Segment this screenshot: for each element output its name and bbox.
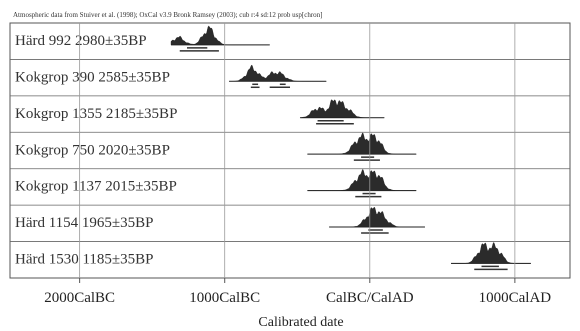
sample-row-5: Härd 1154 1965±35BP [10, 204, 570, 234]
sample-distribution-2 [299, 99, 385, 118]
sample-row-1: Kokgrop 390 2585±35BP [10, 59, 570, 89]
sample-distribution-3 [307, 132, 417, 155]
ticks-group: 2000CalBC 1000CalBC CalBC/CalAD 1000CalAD [44, 23, 551, 306]
chart-caption: Atmospheric data from Stuiver et al. (19… [13, 11, 323, 19]
sample-distribution-6 [451, 242, 531, 264]
x-tick-label-0: 2000CalBC [44, 290, 115, 306]
sample-row-0: Härd 992 2980±35BP [15, 25, 270, 52]
sample-distribution-1 [228, 64, 327, 82]
sample-label-6: Härd 1530 1185±35BP [15, 252, 154, 268]
sample-label-4: Kokgrop 1137 2015±35BP [15, 179, 177, 195]
x-axis-title: Calibrated date [258, 315, 343, 330]
plot-area [9, 22, 571, 279]
sample-distribution-0 [170, 25, 270, 46]
x-tick-label-3: 1000CalAD [479, 290, 552, 306]
rows-group: Härd 992 2980±35BP Kokgrop 390 2585±35BP K… [10, 25, 570, 271]
sample-distribution-4 [307, 169, 417, 191]
sample-row-3: Kokgrop 750 2020±35BP [10, 131, 570, 161]
sample-row-6: Härd 1530 1185±35BP [10, 241, 570, 271]
sample-distribution-5 [329, 207, 425, 228]
sample-label-5: Härd 1154 1965±35BP [15, 215, 154, 231]
sample-label-2: Kokgrop 1355 2185±35BP [15, 106, 177, 122]
x-tick-label-1: 1000CalBC [189, 290, 260, 306]
sample-label-0: Härd 992 2980±35BP [15, 33, 147, 49]
sample-label-3: Kokgrop 750 2020±35BP [15, 142, 170, 158]
sample-label-1: Kokgrop 390 2585±35BP [15, 69, 170, 85]
sample-row-4: Kokgrop 1137 2015±35BP [10, 168, 570, 198]
sample-row-2: Kokgrop 1355 2185±35BP [10, 95, 570, 125]
x-tick-label-2: CalBC/CalAD [326, 290, 414, 306]
